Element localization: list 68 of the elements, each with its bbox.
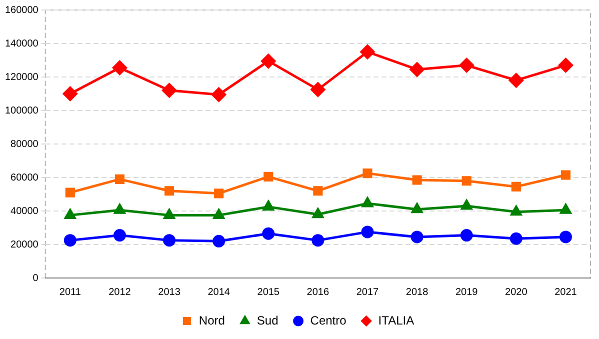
legend-label: Centro (310, 313, 347, 328)
point (411, 203, 423, 214)
point (112, 60, 127, 76)
point (560, 170, 571, 180)
y-tick-label: 0 (32, 272, 39, 284)
y-tick-label: 40000 (10, 206, 39, 217)
point (262, 227, 275, 240)
point (114, 204, 126, 214)
legend-label: ITALIA (378, 313, 414, 328)
point (114, 174, 124, 184)
x-tick-label: 2020 (505, 286, 528, 298)
point (312, 208, 324, 218)
point (261, 54, 276, 68)
point (511, 182, 521, 192)
y-tick-label: 160000 (4, 4, 39, 16)
point (164, 186, 174, 196)
point (460, 229, 473, 242)
point (361, 226, 374, 238)
point (213, 208, 224, 219)
x-tick-label: 2016 (306, 286, 330, 298)
point (459, 58, 474, 73)
point (360, 44, 375, 60)
y-tick-label: 140000 (4, 38, 39, 50)
legend-label: Sud (256, 313, 278, 328)
point (262, 200, 274, 211)
y-tick-label: 20000 (10, 239, 39, 250)
x-tick-label: 2011 (59, 286, 82, 298)
x-tick-label: 2021 (554, 286, 578, 298)
point (559, 230, 572, 244)
point (264, 172, 274, 182)
point (113, 229, 126, 242)
point (510, 206, 522, 216)
point (62, 86, 78, 101)
point (412, 175, 422, 185)
point (65, 188, 75, 198)
x-tick-label: 2015 (257, 286, 280, 298)
x-tick-label: 2019 (455, 286, 478, 298)
point (362, 197, 374, 208)
point (560, 204, 572, 214)
point (362, 168, 372, 178)
point (310, 82, 326, 97)
x-tick-label: 2013 (158, 286, 181, 298)
legend-label: Nord (198, 313, 225, 328)
point (313, 186, 323, 196)
point (164, 208, 175, 219)
point (64, 234, 76, 247)
point (64, 208, 76, 219)
point (510, 232, 522, 245)
y-tick-label: 80000 (10, 138, 39, 150)
point (163, 234, 176, 247)
point (214, 188, 224, 198)
x-tick-label: 2017 (356, 286, 380, 298)
point (212, 234, 226, 248)
y-tick-label: 100000 (4, 105, 39, 116)
x-tick-label: 2014 (208, 286, 230, 298)
point (162, 83, 177, 98)
y-tick-label: 120000 (4, 72, 39, 83)
point (558, 58, 573, 73)
point (410, 62, 424, 77)
x-tick-label: 2012 (108, 286, 132, 298)
point (461, 200, 472, 210)
point (508, 73, 524, 88)
point (212, 87, 226, 102)
point (462, 176, 472, 186)
point (410, 230, 424, 244)
x-tick-label: 2018 (406, 286, 429, 298)
point (312, 234, 324, 247)
y-tick-label: 60000 (10, 172, 39, 184)
